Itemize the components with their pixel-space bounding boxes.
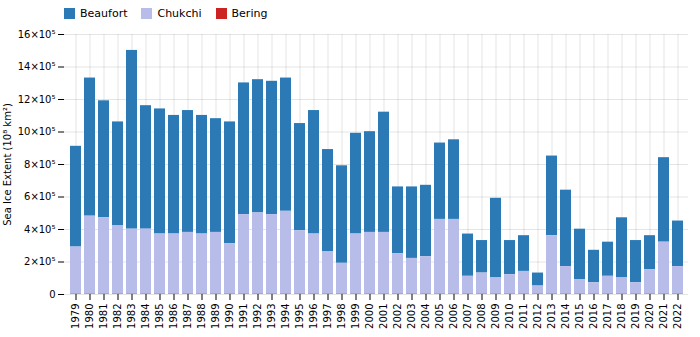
svg-text:2004: 2004 bbox=[420, 304, 431, 329]
svg-text:0: 0 bbox=[49, 289, 55, 300]
svg-text:6×10⁵: 6×10⁵ bbox=[24, 191, 55, 202]
svg-text:1997: 1997 bbox=[322, 304, 333, 329]
svg-text:1993: 1993 bbox=[266, 304, 277, 329]
svg-text:1999: 1999 bbox=[350, 304, 361, 329]
svg-text:2012: 2012 bbox=[532, 304, 543, 329]
svg-text:1992: 1992 bbox=[252, 304, 263, 329]
svg-text:2011: 2011 bbox=[518, 304, 529, 329]
svg-text:2021: 2021 bbox=[658, 304, 669, 329]
svg-text:1996: 1996 bbox=[308, 304, 319, 329]
svg-text:2014: 2014 bbox=[560, 304, 571, 329]
svg-text:1985: 1985 bbox=[154, 304, 165, 329]
svg-text:1984: 1984 bbox=[140, 304, 151, 329]
svg-text:1995: 1995 bbox=[294, 304, 305, 329]
html-text:Bering: Bering bbox=[231, 6, 268, 20]
svg-text:2018: 2018 bbox=[616, 304, 627, 329]
svg-text:1980: 1980 bbox=[84, 304, 95, 329]
svg-text:2001: 2001 bbox=[378, 304, 389, 329]
svg-text:1991: 1991 bbox=[238, 304, 249, 329]
svg-text:2022: 2022 bbox=[672, 304, 683, 329]
svg-text:2000: 2000 bbox=[364, 304, 375, 329]
svg-text:2017: 2017 bbox=[602, 304, 613, 329]
svg-text:1988: 1988 bbox=[196, 304, 207, 329]
svg-text:Sea Ice Extent (10⁸ km²): Sea Ice Extent (10⁸ km²) bbox=[2, 103, 13, 226]
svg-text:1990: 1990 bbox=[224, 304, 235, 329]
svg-text:2×10⁵: 2×10⁵ bbox=[24, 256, 55, 267]
svg-text:1983: 1983 bbox=[126, 304, 137, 329]
svg-text:2003: 2003 bbox=[406, 304, 417, 329]
svg-text:2020: 2020 bbox=[644, 304, 655, 329]
svg-text:1994: 1994 bbox=[280, 304, 291, 329]
svg-text:2019: 2019 bbox=[630, 304, 641, 329]
svg-text:4×10⁵: 4×10⁵ bbox=[24, 224, 55, 235]
svg-text:8×10⁵: 8×10⁵ bbox=[24, 159, 55, 170]
svg-text:2008: 2008 bbox=[476, 304, 487, 329]
svg-text:1987: 1987 bbox=[182, 304, 193, 329]
html-text:Chukchi: Chukchi bbox=[157, 6, 202, 20]
svg-text:2015: 2015 bbox=[574, 304, 585, 329]
svg-text:1982: 1982 bbox=[112, 304, 123, 329]
svg-text:2010: 2010 bbox=[504, 304, 515, 329]
svg-text:1979: 1979 bbox=[70, 304, 81, 329]
svg-text:12×10⁵: 12×10⁵ bbox=[18, 94, 56, 105]
svg-text:1989: 1989 bbox=[210, 304, 221, 329]
svg-text:10×10⁵: 10×10⁵ bbox=[18, 126, 56, 137]
svg-text:2006: 2006 bbox=[448, 304, 459, 329]
svg-text:2002: 2002 bbox=[392, 304, 403, 329]
svg-text:14×10⁵: 14×10⁵ bbox=[18, 61, 56, 72]
svg-text:16×10⁵: 16×10⁵ bbox=[18, 29, 56, 40]
svg-text:1986: 1986 bbox=[168, 304, 179, 329]
svg-text:2016: 2016 bbox=[588, 304, 599, 329]
svg-text:2005: 2005 bbox=[434, 304, 445, 329]
svg-text:1998: 1998 bbox=[336, 304, 347, 329]
svg-text:2007: 2007 bbox=[462, 304, 473, 329]
svg-text:2009: 2009 bbox=[490, 304, 501, 329]
svg-text:1981: 1981 bbox=[98, 304, 109, 329]
svg-text:2013: 2013 bbox=[546, 304, 557, 329]
html-text:Beaufort: Beaufort bbox=[80, 6, 128, 20]
